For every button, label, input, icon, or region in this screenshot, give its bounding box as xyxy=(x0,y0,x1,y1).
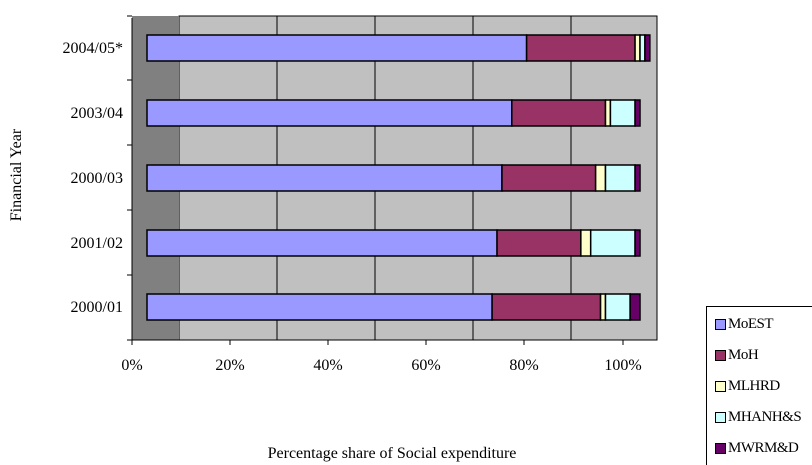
bar-segment-mwrm-d xyxy=(634,164,641,192)
bar-segment-mwrm-d xyxy=(629,293,641,321)
legend-item: MoH xyxy=(715,344,759,366)
bar-segment-moh xyxy=(496,229,582,257)
legend-item: MLHRD xyxy=(715,375,780,397)
x-tick-label: 20% xyxy=(215,357,244,374)
bar-segment-mhanh-s xyxy=(604,164,636,192)
y-tick-label: 2000/01 xyxy=(71,299,123,316)
legend-swatch xyxy=(715,349,726,361)
bar-segment-moest xyxy=(146,164,503,192)
y-axis-title: Financial Year xyxy=(8,128,25,221)
bars xyxy=(146,34,651,321)
bar-segment-mhanh-s xyxy=(604,293,631,321)
x-tick-labels: 0% 20% 40% 60% 80% 100% xyxy=(121,357,641,374)
y-tick-label: 2003/04 xyxy=(71,105,123,122)
legend-item: MoEST xyxy=(715,313,774,335)
legend-swatch xyxy=(715,442,726,454)
y-tick-label: 2000/03 xyxy=(71,170,123,187)
legend: MoEST MoH MLHRD MHANH&S MWRM&D xyxy=(706,306,812,465)
y-tick-labels: 2000/01 2001/02 2000/03 2003/04 2004/05* xyxy=(63,40,123,316)
x-tick-label: 80% xyxy=(509,357,538,374)
x-tick-label: 100% xyxy=(604,357,641,374)
bar-segment-mhanh-s xyxy=(609,99,636,127)
legend-swatch xyxy=(715,318,726,330)
legend-label: MoH xyxy=(728,346,759,363)
axes xyxy=(127,15,656,345)
bar-segment-mlhrd xyxy=(594,164,607,192)
legend-swatch xyxy=(715,380,726,392)
legend-label: MHANH&S xyxy=(728,408,802,425)
bar-segment-mlhrd xyxy=(580,229,592,257)
legend-label: MoEST xyxy=(728,315,774,332)
bar-segment-moest xyxy=(146,229,498,257)
bar-segment-mhanh-s xyxy=(589,229,636,257)
legend-label: MLHRD xyxy=(728,377,780,394)
bar-segment-moh xyxy=(511,99,607,127)
bar-segment-mwrm-d xyxy=(634,99,641,127)
bar-segment-moh xyxy=(491,293,602,321)
legend-swatch xyxy=(715,411,726,423)
x-tick-label: 60% xyxy=(411,357,440,374)
x-axis-title: Percentage share of Social expenditure xyxy=(268,445,517,462)
bar-segment-mwrm-d xyxy=(634,229,641,257)
bar-segment-moest xyxy=(146,99,513,127)
x-tick-label: 0% xyxy=(121,357,142,374)
legend-item: MWRM&D xyxy=(715,437,799,459)
bar-segment-moh xyxy=(501,164,597,192)
x-tick-label: 40% xyxy=(313,357,342,374)
bar-segment-moest xyxy=(146,34,528,62)
y-tick-label: 2004/05* xyxy=(63,40,123,57)
bar-segment-mwrm-d xyxy=(644,34,651,62)
y-tick-label: 2001/02 xyxy=(71,235,123,252)
legend-item: MHANH&S xyxy=(715,406,802,428)
bar-segment-moh xyxy=(525,34,636,62)
bar-segment-moest xyxy=(146,293,493,321)
legend-label: MWRM&D xyxy=(728,439,799,456)
